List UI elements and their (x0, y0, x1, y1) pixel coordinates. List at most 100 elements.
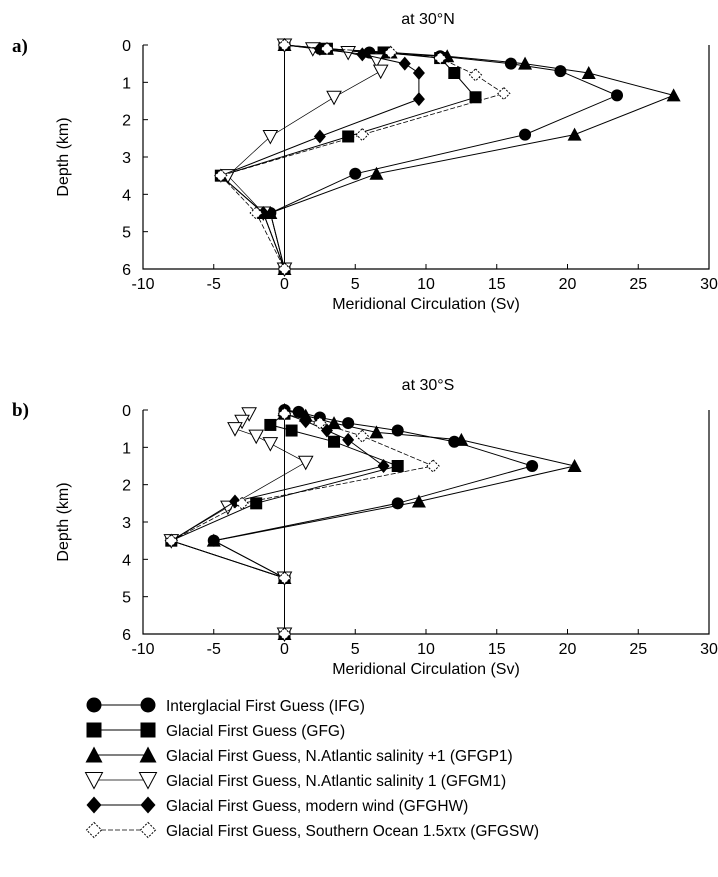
series-line-gfgp1 (269, 44, 676, 270)
data-point-ifg (342, 417, 355, 430)
data-point-gfgsw (249, 206, 263, 220)
series-gfgsw (214, 38, 511, 276)
plot-frame (142, 410, 710, 635)
legend-entry-gfgsw: Glacial First Guess, Southern Ocean 1.5x… (85, 821, 539, 840)
data-point-gfg (250, 497, 263, 510)
chart-panel-a: a) at 30°N -10 -5 0 5 10 15 20 25 30 0 1 2 3 4 5 6 Meridio… (12, 11, 718, 313)
data-point-gfgp1 (581, 66, 596, 79)
y-tick-label: 0 (122, 403, 131, 420)
data-point-gfghw (257, 206, 270, 220)
data-point-gfgp1 (567, 459, 582, 472)
data-point-gfgm1 (234, 414, 250, 430)
data-point-gfgsw (355, 127, 370, 142)
series-line-gfgsw (220, 44, 505, 270)
data-point-gfg (264, 418, 277, 431)
x-tick-label: 5 (351, 641, 360, 658)
y-tick-label: 3 (122, 150, 131, 167)
data-point-gfgm1 (241, 407, 257, 422)
y-tick-label: 2 (122, 113, 131, 130)
data-point-gfghw (412, 92, 425, 107)
legend-marker (86, 722, 102, 738)
data-point-gfgsw (214, 168, 228, 183)
x-axis-label: Meridional Circulation (Sv) (332, 296, 520, 313)
series-gfgm1 (163, 407, 314, 643)
data-point-gfgsw (277, 407, 292, 421)
chart-title: at 30°S (402, 377, 455, 394)
y-tick-label: 2 (122, 478, 131, 495)
y-tick-label: 6 (122, 627, 131, 644)
data-point-gfgm1 (262, 129, 279, 145)
x-tick-label: 10 (417, 276, 435, 293)
x-tick-label: 0 (280, 641, 289, 658)
legend-label: Glacial First Guess (GFG) (166, 723, 345, 740)
data-point-gfgm1 (227, 422, 243, 437)
legend-marker (85, 746, 103, 763)
data-point-gfghw (313, 129, 326, 144)
legend-label: Glacial First Guess, modern wind (GFGHW) (166, 798, 468, 815)
y-tick-label: 5 (122, 225, 131, 242)
legend-marker (139, 746, 157, 763)
data-point-gfg (328, 435, 341, 448)
legend-label: Interglacial First Guess (IFG) (166, 698, 365, 715)
series-gfgp1 (206, 403, 582, 640)
panel-label: a) (12, 36, 28, 57)
legend-entry-ifg: Interglacial First Guess (IFG) (86, 697, 365, 715)
data-point-gfghw (398, 56, 411, 71)
data-point-gfgm1 (248, 429, 265, 445)
legend-entry-gfgm1: Glacial First Guess, N.Atlantic salinity… (84, 772, 506, 790)
data-point-ifg (349, 167, 362, 180)
data-point-ifg (554, 65, 567, 78)
x-axis-label: Meridional Circulation (Sv) (332, 661, 520, 678)
data-point-gfgm1 (368, 53, 385, 68)
data-point-gfgsw (468, 68, 483, 82)
x-tick-label: 20 (559, 641, 577, 658)
series-gfghw (165, 406, 390, 641)
data-point-gfg (469, 91, 482, 104)
data-point-gfg (391, 460, 404, 472)
legend-marker (140, 697, 156, 713)
series-line-gfgsw (170, 413, 435, 634)
data-point-gfgm1 (297, 455, 314, 471)
legend-label: Glacial First Guess, Southern Ocean 1.5x… (166, 823, 539, 840)
data-point-gfghw (320, 423, 333, 438)
data-point-gfgsw (433, 51, 447, 65)
data-point-gfgsw (277, 571, 292, 585)
legend-label: Glacial First Guess, N.Atlantic salinity… (166, 748, 513, 765)
data-point-gfghw (299, 414, 312, 429)
series-gfgm1 (220, 38, 389, 278)
legend: Interglacial First Guess (IFG) Glacial Fi… (84, 697, 539, 840)
data-point-gfgp1 (206, 533, 221, 547)
y-tick-label: 0 (122, 38, 131, 55)
data-point-ifg (519, 128, 532, 141)
data-point-gfg (448, 67, 461, 79)
y-tick-label: 4 (122, 187, 131, 204)
data-point-gfgp1 (411, 494, 426, 508)
data-point-gfgp1 (567, 127, 582, 141)
data-point-gfghw (377, 459, 390, 473)
legend-entry-gfghw: Glacial First Guess, modern wind (GFGHW) (86, 796, 468, 815)
series-gfg (214, 39, 482, 275)
series-line-ifg (269, 44, 619, 270)
x-tick-label: 25 (629, 276, 647, 293)
legend-entry-gfgp1: Glacial First Guess, N.Atlantic salinity… (85, 746, 513, 765)
data-point-gfg (342, 130, 355, 143)
data-point-gfgsw (313, 416, 327, 430)
data-point-gfgp1 (454, 432, 469, 446)
data-point-gfghw (342, 432, 355, 447)
data-point-gfgm1 (326, 90, 342, 106)
data-point-gfgsw (355, 429, 370, 443)
data-point-ifg (504, 57, 517, 70)
data-point-gfgsw (164, 533, 179, 548)
x-tick-label: 30 (700, 276, 718, 293)
legend-marker (86, 697, 102, 713)
x-tick-label: 15 (488, 276, 506, 293)
x-tick-label: 5 (351, 276, 360, 293)
data-point-gfgp1 (369, 166, 384, 180)
data-point-gfgsw (320, 42, 334, 56)
data-point-ifg (611, 89, 624, 102)
legend-marker (140, 722, 156, 738)
legend-entry-gfg: Glacial First Guess (GFG) (86, 722, 345, 740)
x-tick-label: -10 (131, 641, 154, 658)
x-tick-label: 20 (559, 276, 577, 293)
